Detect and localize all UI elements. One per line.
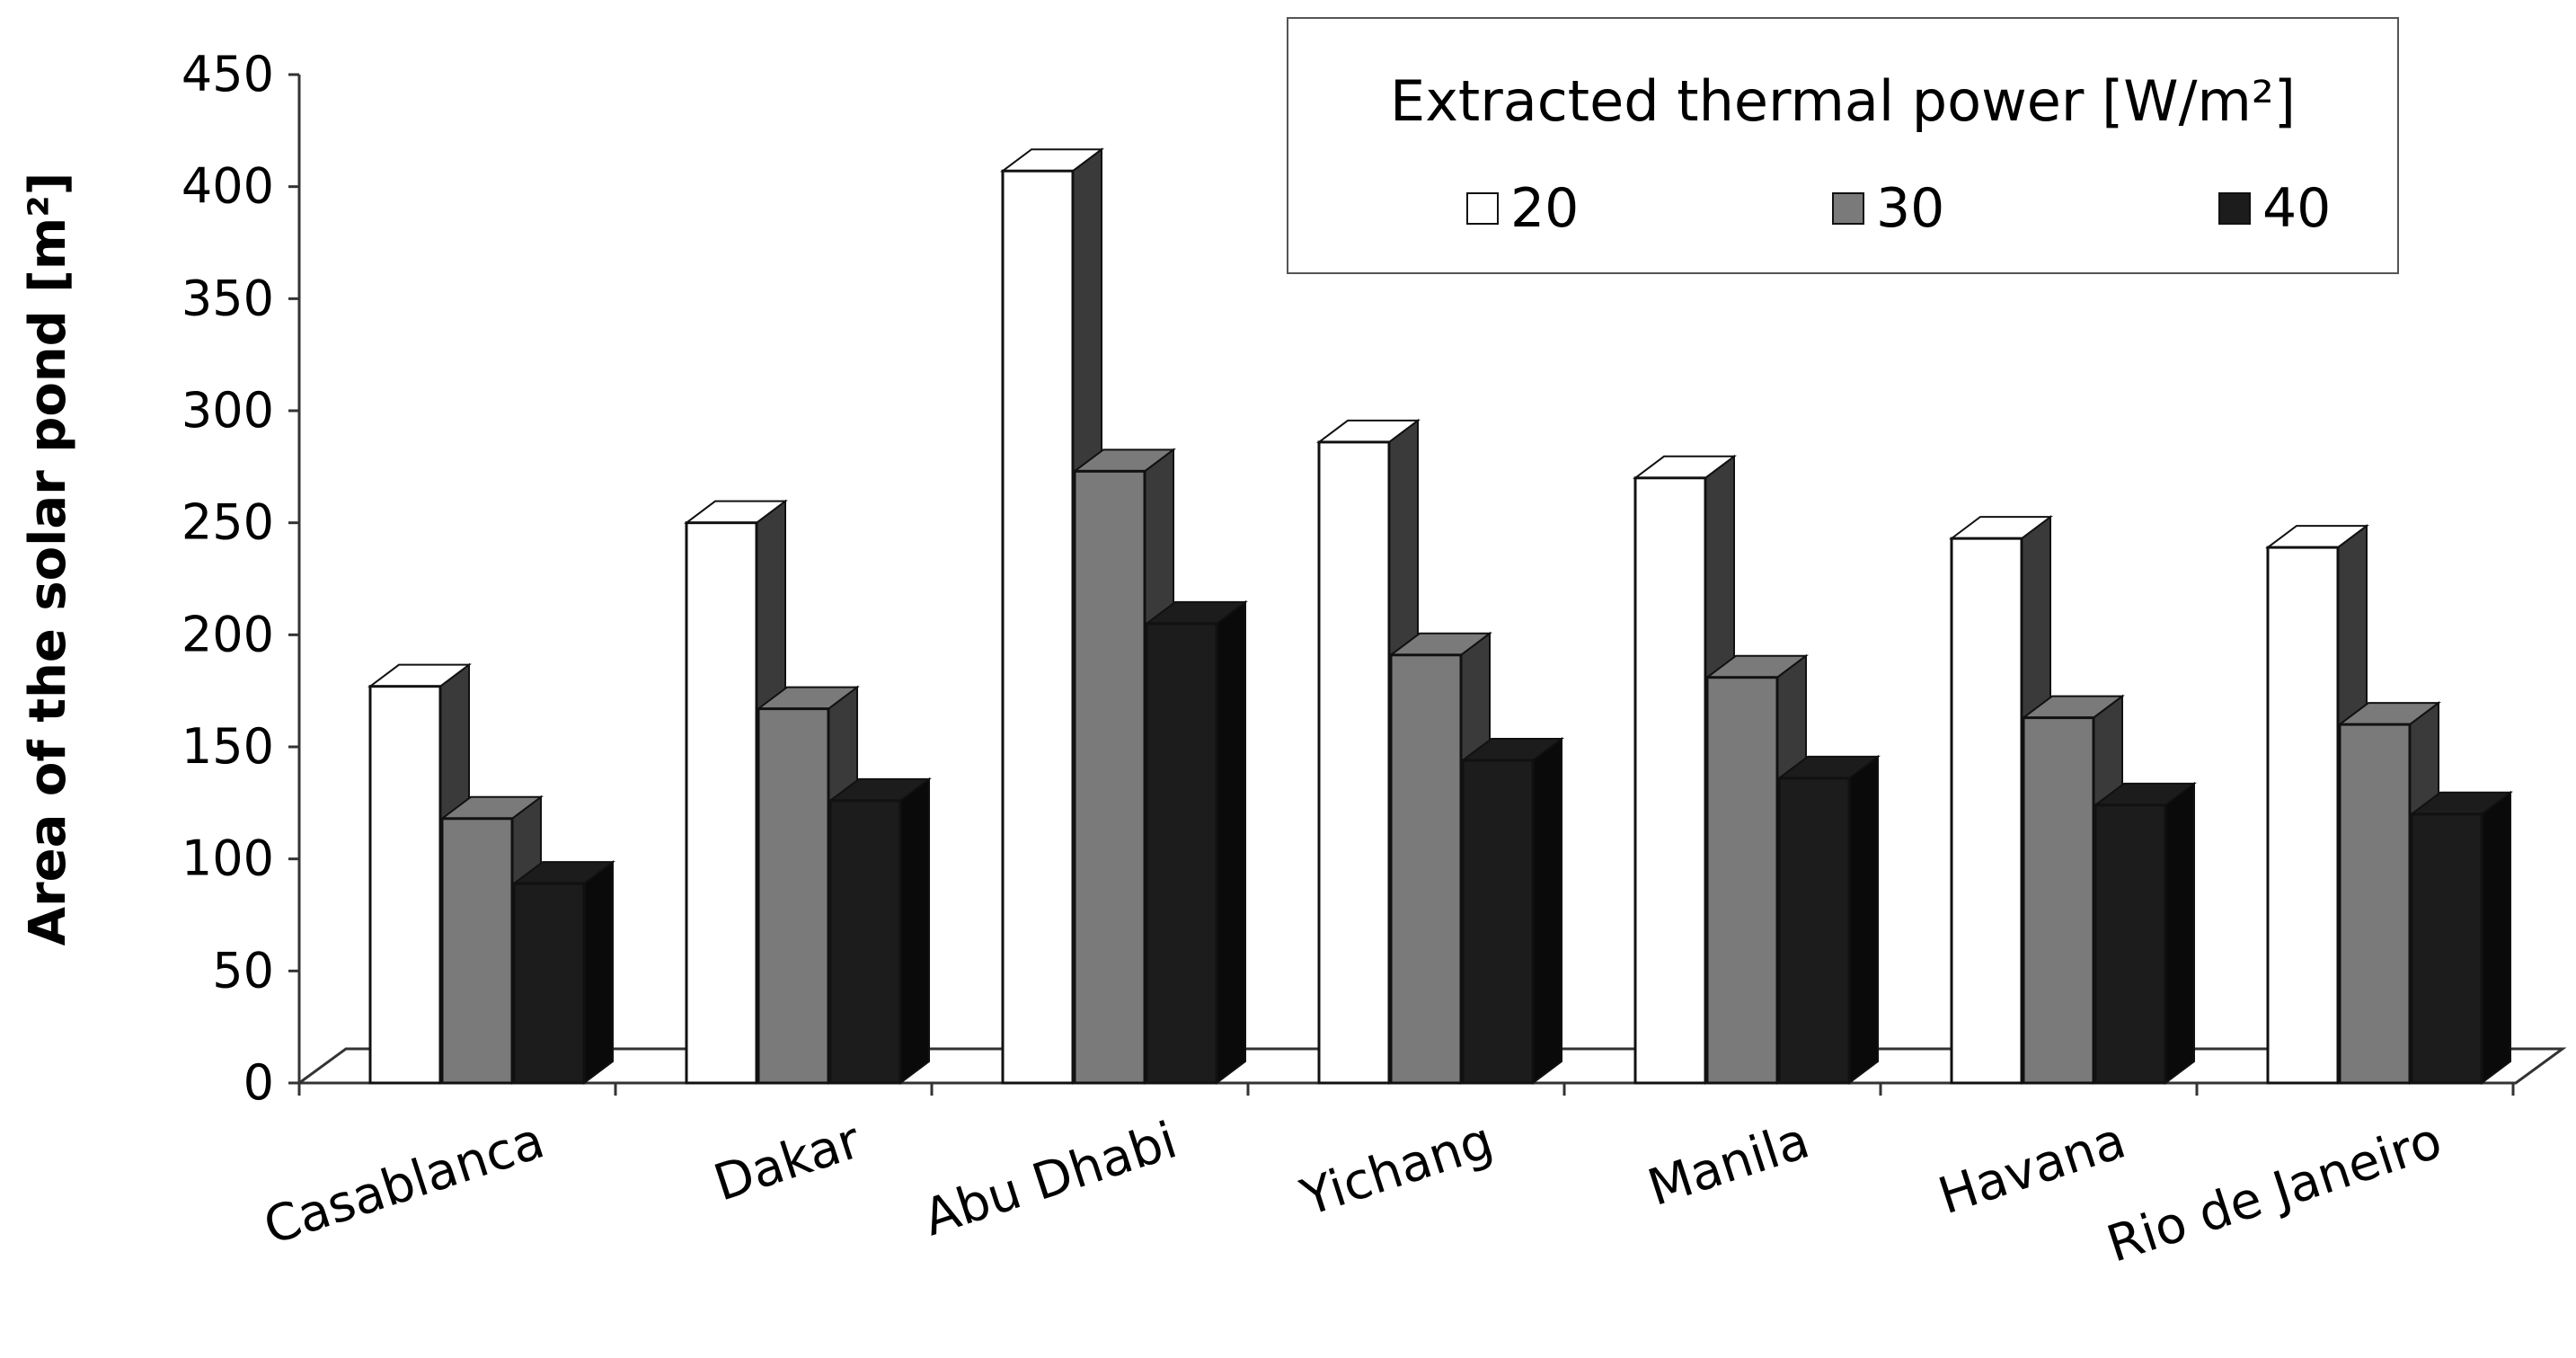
bar-front xyxy=(512,882,586,1085)
bars-group xyxy=(367,147,2513,1085)
y-axis-title: Area of the solar pond [m²] xyxy=(19,173,77,946)
y-tick-label: 0 xyxy=(243,1054,274,1111)
bar-40-manila xyxy=(1776,754,1881,1085)
y-tick-label: 450 xyxy=(181,46,274,102)
legend: Extracted thermal power [W/m²] 20 30 40 xyxy=(1287,17,2399,274)
bar-front xyxy=(2410,812,2483,1085)
bar-40-yichang xyxy=(1460,736,1564,1085)
bar-40-dakar xyxy=(828,777,932,1085)
bar-front xyxy=(2094,803,2167,1085)
x-category-label: Casablanca xyxy=(257,1111,551,1256)
bar-front xyxy=(1705,676,1779,1085)
bar-40-rio-de-janeiro xyxy=(2409,790,2513,1085)
bar-front xyxy=(685,521,758,1085)
bar-front xyxy=(1633,476,1707,1085)
bar-side xyxy=(2164,781,2195,1085)
x-category-label: Havana xyxy=(1932,1111,2132,1226)
bar-front xyxy=(1001,169,1075,1085)
legend-swatch xyxy=(1466,192,1499,225)
bar-front xyxy=(1145,622,1218,1085)
y-tick-label: 400 xyxy=(181,158,274,215)
x-category-label: Manila xyxy=(1642,1111,1817,1218)
bar-front xyxy=(1777,777,1851,1085)
y-tick-label: 350 xyxy=(181,270,274,326)
legend-label: 30 xyxy=(1876,177,1944,240)
y-tick-label: 300 xyxy=(181,382,274,439)
bar-front xyxy=(1073,469,1146,1085)
y-tick-label: 100 xyxy=(181,830,274,887)
y-tick-label: 50 xyxy=(212,942,274,999)
bar-40-havana xyxy=(2093,781,2197,1085)
bar-front xyxy=(1461,759,1535,1085)
bar-front xyxy=(2022,716,2095,1085)
bar-side xyxy=(2481,790,2511,1085)
bar-30-dakar xyxy=(756,685,860,1085)
bar-side xyxy=(1532,736,1562,1085)
x-category-label: Abu Dhabi xyxy=(916,1111,1183,1247)
bar-front xyxy=(757,707,830,1085)
bar-front xyxy=(1317,440,1391,1085)
bar-front xyxy=(1950,537,2023,1085)
y-tick-label: 250 xyxy=(181,494,274,551)
x-category-label: Yichang xyxy=(1294,1111,1500,1228)
legend-swatch xyxy=(1832,192,1864,225)
x-category-label: Dakar xyxy=(707,1111,868,1212)
legend-label: 20 xyxy=(1510,177,1579,240)
legend-box xyxy=(1287,17,2399,274)
y-tick-label: 150 xyxy=(181,718,274,775)
bar-front xyxy=(828,799,902,1085)
bar-40-casablanca xyxy=(511,860,615,1085)
legend-title: Extracted thermal power [W/m²] xyxy=(1390,68,2296,134)
x-category-label: Rio de Janeiro xyxy=(2100,1111,2448,1274)
x-labels-group: Casablanca Dakar Abu Dhabi Yichang Manila Hav… xyxy=(257,1111,2448,1274)
legend-swatch xyxy=(2218,192,2251,225)
bar-front xyxy=(2338,723,2412,1085)
bar-side xyxy=(1848,754,1879,1085)
bar-side xyxy=(899,777,930,1085)
y-tick-label: 200 xyxy=(181,606,274,662)
bar-40-abu-dhabi xyxy=(1144,599,1248,1085)
bar-front xyxy=(1389,653,1463,1085)
bar-side xyxy=(583,860,614,1085)
bar-front xyxy=(440,817,514,1085)
bar-front xyxy=(368,685,442,1085)
legend-label: 40 xyxy=(2262,177,2331,240)
bar-front xyxy=(2266,546,2340,1085)
bar-side xyxy=(1216,599,1246,1085)
